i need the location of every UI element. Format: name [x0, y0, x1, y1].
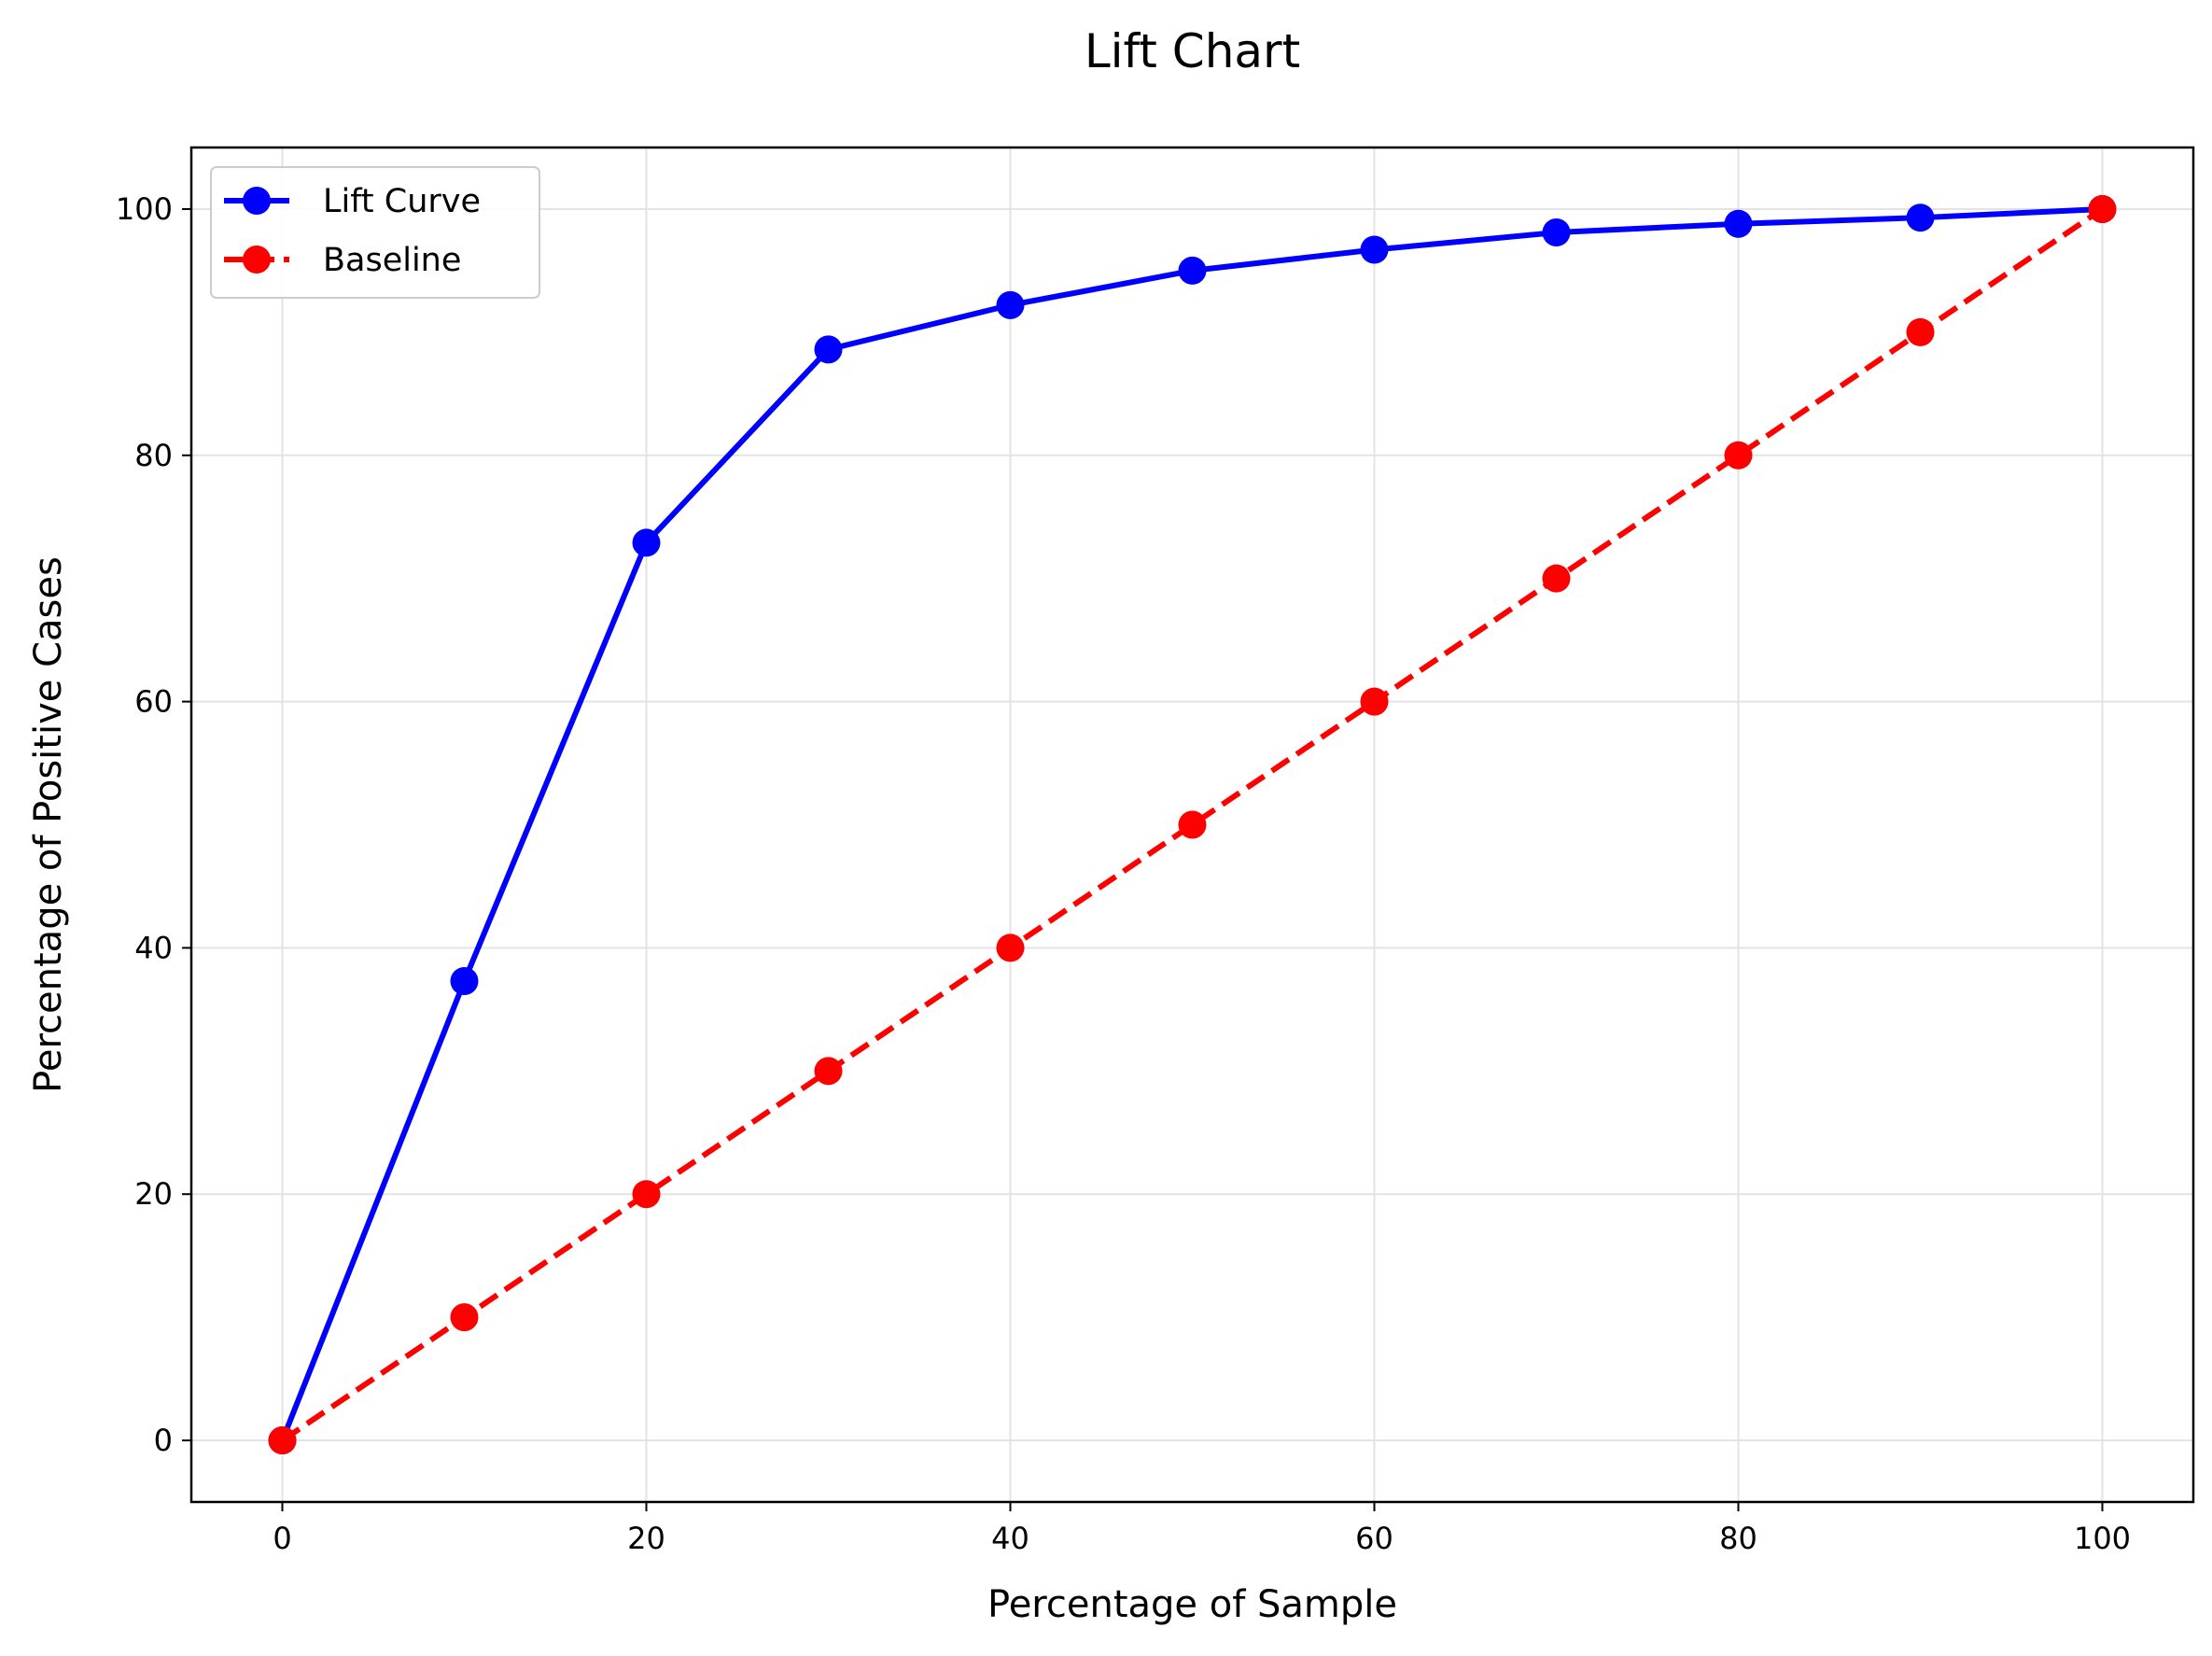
legend-label: Lift Curve [323, 183, 481, 220]
ticks: 0 20 40 60 80 100 0 20 40 60 80 100 [116, 191, 2131, 1556]
chart-title: Lift Chart [1085, 24, 1300, 78]
y-tick-label: 20 [134, 1176, 173, 1212]
series-line-baseline [280, 206, 2105, 1443]
data-point [632, 1180, 661, 1209]
data-point [1178, 810, 1207, 839]
data-point [1542, 564, 1571, 593]
series-layer [268, 194, 2117, 1455]
y-tick-label: 0 [154, 1423, 173, 1458]
data-point [1724, 441, 1753, 470]
data-point [814, 335, 843, 364]
data-point [1360, 687, 1389, 716]
y-axis-label: Percentage of Positive Cases [27, 556, 70, 1093]
data-point [814, 1057, 843, 1086]
data-point [1360, 235, 1389, 264]
legend-label: Baseline [323, 242, 461, 279]
x-tick-label: 60 [1355, 1521, 1393, 1556]
data-point [268, 1426, 297, 1455]
data-point [1542, 218, 1571, 247]
data-point [1906, 203, 1935, 232]
legend-box [210, 166, 540, 299]
legend-marker [243, 187, 271, 215]
data-point [632, 528, 661, 557]
data-point [450, 1303, 479, 1332]
y-tick-label: 80 [134, 438, 173, 473]
y-tick-label: 40 [134, 930, 173, 965]
x-tick-label: 40 [991, 1521, 1029, 1556]
x-axis-label: Percentage of Sample [987, 1583, 1397, 1626]
data-point [996, 933, 1025, 962]
data-point [1178, 256, 1207, 285]
legend: Lift Curve Baseline [210, 166, 540, 299]
x-tick-label: 80 [1719, 1521, 1757, 1556]
x-tick-label: 0 [273, 1521, 291, 1556]
data-point [996, 290, 1025, 319]
data-point [1906, 317, 1935, 346]
axes-frame [189, 146, 2195, 1504]
grid [191, 147, 2193, 1502]
y-tick-label: 60 [134, 684, 173, 720]
data-point [1724, 209, 1753, 238]
x-tick-label: 100 [2074, 1521, 2131, 1556]
legend-marker [243, 246, 271, 274]
y-tick-label: 100 [116, 191, 173, 227]
x-tick-label: 20 [627, 1521, 665, 1556]
data-point [450, 967, 479, 996]
data-point [2088, 194, 2117, 223]
